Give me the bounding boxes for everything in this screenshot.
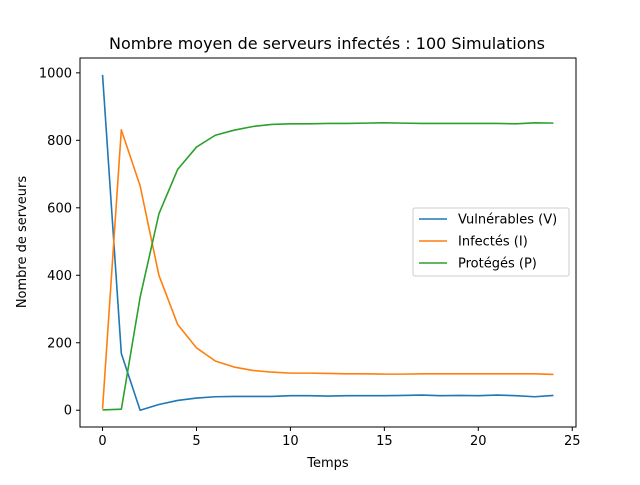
- x-axis-label: Temps: [306, 456, 349, 471]
- series-line-3: [102, 121, 554, 411]
- x-tick-label: 25: [564, 434, 581, 449]
- series-line-2: [101, 129, 554, 409]
- legend-label-1: Vulnérables (V): [458, 213, 557, 228]
- axes-layer: 0 5 10 15 20 25 0 200 400 600 800 1000: [39, 57, 581, 449]
- y-axis-label: Nombre de serveurs: [15, 176, 30, 309]
- legend-label-2: Infectés (I): [458, 235, 528, 250]
- y-tick-label: 0: [64, 404, 72, 419]
- y-tick-label: 400: [47, 269, 72, 284]
- y-tick-label: 800: [47, 134, 72, 149]
- series-line-1: [101, 74, 554, 412]
- chart-title: Nombre moyen de serveurs infectés : 100 …: [109, 34, 545, 53]
- x-tick-label: 5: [192, 434, 200, 449]
- legend-box: [412, 207, 570, 277]
- x-tick-label: 10: [282, 434, 299, 449]
- x-tick-label: 15: [376, 434, 393, 449]
- x-tick-label: 20: [470, 434, 487, 449]
- y-tick-label: 200: [47, 336, 72, 351]
- x-tick-label: 0: [98, 434, 106, 449]
- plot-frame: [79, 57, 577, 428]
- legend: Vulnérables (V) Infectés (I) Protégés (P): [412, 207, 570, 277]
- y-tick-label: 600: [47, 201, 72, 216]
- legend-label-3: Protégés (P): [458, 257, 537, 272]
- series-layer: [101, 74, 554, 412]
- y-tick-label: 1000: [39, 66, 72, 81]
